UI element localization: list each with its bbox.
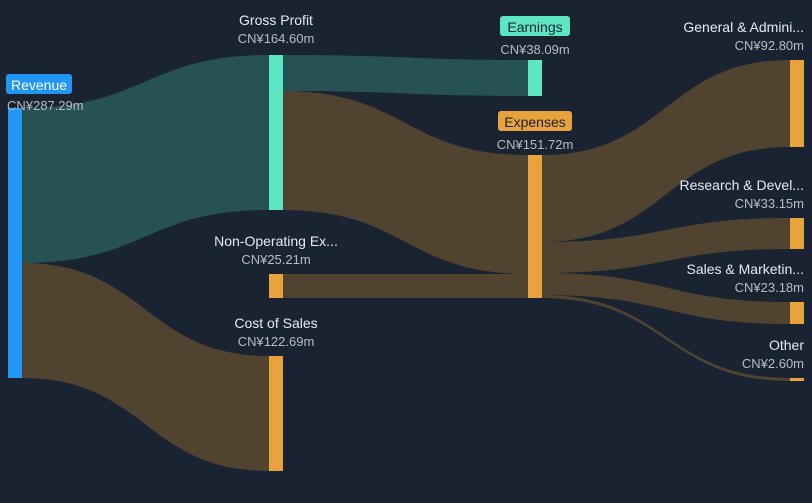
sankey-link (22, 263, 269, 471)
node-general_admin[interactable] (790, 60, 804, 147)
node-non_operating[interactable] (269, 274, 283, 298)
sankey-link (283, 274, 528, 298)
general-admin-value: CN¥92.80m (735, 38, 804, 53)
node-other[interactable] (790, 378, 804, 381)
sales-marketing-value: CN¥23.18m (735, 280, 804, 295)
gross-profit-value: CN¥164.60m (238, 31, 315, 46)
node-gross_profit[interactable] (269, 55, 283, 210)
r-and-d-value: CN¥33.15m (735, 196, 804, 211)
general-admin-label: General & Admini... (683, 19, 804, 35)
sankey-link (542, 60, 790, 242)
node-expenses[interactable] (528, 155, 542, 298)
badge-earnings-label: Earnings (507, 19, 562, 35)
non-operating-label: Non-Operating Ex... (214, 233, 338, 249)
cost-of-sales-value: CN¥122.69m (238, 334, 315, 349)
node-r_and_d[interactable] (790, 218, 804, 249)
sankey-chart: Revenue CN¥287.29m Gross Profit CN¥164.60m N… (0, 0, 812, 503)
node-sales_mkt[interactable] (790, 302, 804, 324)
expenses-value: CN¥151.72m (497, 137, 574, 152)
node-earnings[interactable] (528, 60, 542, 96)
gross-profit-label: Gross Profit (239, 12, 313, 28)
other-value: CN¥2.60m (742, 356, 804, 371)
other-label: Other (769, 337, 804, 353)
cost-of-sales-label: Cost of Sales (234, 315, 317, 331)
non-operating-value: CN¥25.21m (241, 252, 310, 267)
revenue-value: CN¥287.29m (7, 98, 84, 113)
sales-marketing-label: Sales & Marketin... (687, 261, 805, 277)
node-cost_of_sales[interactable] (269, 356, 283, 471)
node-revenue[interactable] (8, 108, 22, 378)
r-and-d-label: Research & Devel... (680, 177, 805, 193)
earnings-value: CN¥38.09m (500, 42, 569, 57)
sankey-link (283, 55, 528, 96)
badge-revenue-label: Revenue (11, 77, 67, 93)
badge-expenses-label: Expenses (504, 114, 565, 130)
